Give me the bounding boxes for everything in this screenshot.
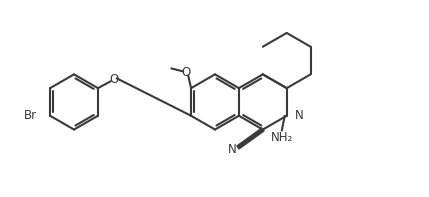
Text: O: O — [181, 66, 191, 79]
Text: N: N — [228, 143, 237, 156]
Text: Br: Br — [24, 109, 37, 122]
Text: NH₂: NH₂ — [271, 131, 293, 144]
Text: N: N — [295, 109, 303, 122]
Text: O: O — [109, 73, 118, 86]
